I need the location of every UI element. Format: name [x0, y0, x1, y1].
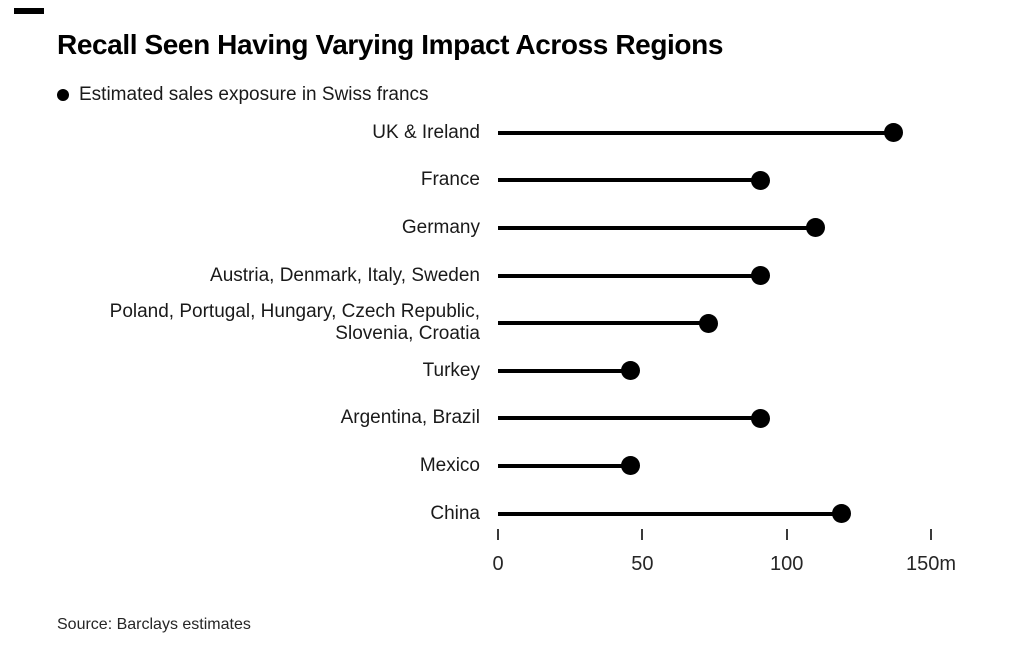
- top-left-flag: [14, 8, 44, 14]
- legend: Estimated sales exposure in Swiss francs: [57, 84, 429, 106]
- row-stem: [498, 463, 631, 468]
- data-point-dot: [621, 361, 641, 381]
- row-stem: [498, 511, 842, 516]
- source-note: Source: Barclays estimates: [57, 616, 251, 633]
- lollipop-chart: UK & Ireland France Germany Austria, Denmar…: [0, 109, 1024, 537]
- chart-row: China: [0, 490, 1024, 538]
- chart-row: Turkey: [0, 347, 1024, 395]
- x-axis-tick-label: 0: [492, 553, 504, 575]
- x-axis-tick-label: 150m: [905, 553, 957, 575]
- legend-dot-icon: [57, 89, 69, 101]
- chart-row: Argentina, Brazil: [0, 395, 1024, 443]
- row-stem: [498, 368, 631, 373]
- chart-row: France: [0, 157, 1024, 205]
- row-track: [498, 109, 958, 157]
- data-point-dot: [832, 504, 851, 524]
- data-point-dot: [699, 313, 719, 333]
- row-label: Austria, Denmark, Italy, Sweden: [210, 264, 480, 286]
- row-label: UK & Ireland: [372, 121, 480, 143]
- data-point-dot: [883, 123, 903, 143]
- chart-row: Austria, Denmark, Italy, Sweden: [0, 252, 1024, 300]
- row-track: [498, 299, 958, 347]
- row-label: Turkey: [422, 359, 480, 381]
- chart-title: Recall Seen Having Varying Impact Across…: [57, 29, 724, 60]
- row-stem: [498, 178, 761, 183]
- row-track: [498, 442, 958, 490]
- legend-label: Estimated sales exposure in Swiss francs: [79, 84, 429, 105]
- row-stem: [498, 321, 709, 326]
- row-stem: [498, 416, 761, 421]
- row-track: [498, 204, 958, 252]
- row-track: [498, 395, 958, 443]
- row-track: [498, 347, 958, 395]
- chart-row: Germany: [0, 204, 1024, 252]
- data-point-dot: [751, 408, 771, 428]
- data-point-dot: [751, 266, 771, 286]
- data-point-dot: [806, 218, 826, 238]
- chart-row: UK & Ireland: [0, 109, 1024, 157]
- row-label: Mexico: [419, 454, 480, 476]
- row-label: Argentina, Brazil: [340, 407, 480, 429]
- row-track: [498, 252, 958, 300]
- x-axis-tick-label: 50: [631, 553, 654, 575]
- row-label: France: [420, 169, 480, 191]
- row-label: China: [430, 502, 480, 524]
- row-stem: [498, 273, 761, 278]
- row-stem: [498, 130, 894, 135]
- x-axis-tick-label: 100: [769, 553, 804, 575]
- chart-row: Mexico: [0, 442, 1024, 490]
- data-point-dot: [751, 170, 771, 190]
- row-label: Poland, Portugal, Hungary, Czech Republi…: [109, 301, 480, 345]
- row-stem: [498, 225, 816, 230]
- row-track: [498, 490, 958, 538]
- chart-row: Poland, Portugal, Hungary, Czech Republi…: [0, 299, 1024, 347]
- row-label: Germany: [401, 216, 480, 238]
- row-track: [498, 157, 958, 205]
- data-point-dot: [621, 456, 641, 476]
